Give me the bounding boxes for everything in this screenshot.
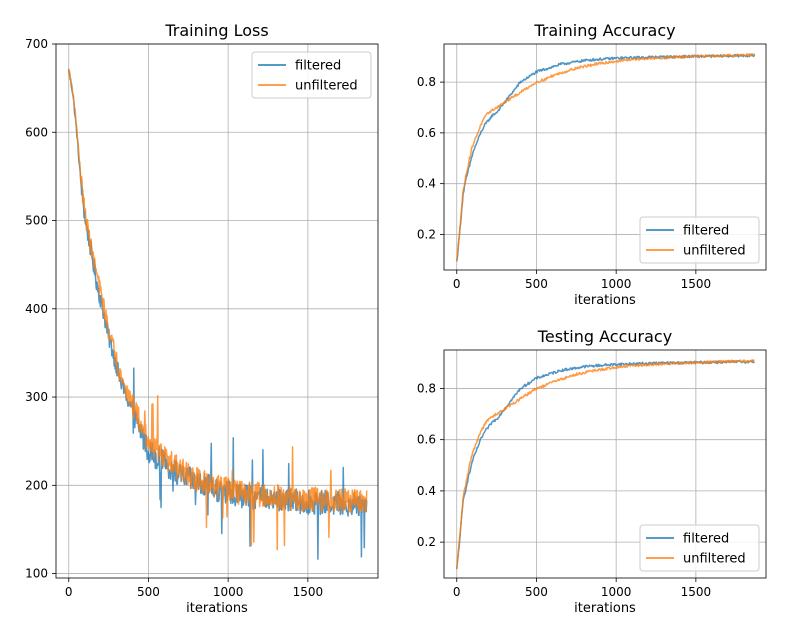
train-acc-ytick-label-1: 0.4 xyxy=(417,177,436,191)
loss-ytick-label-4: 500 xyxy=(25,214,48,228)
train-acc-chart: 0 500 1000 1500 0.2 0.4 0.6 0.8 Training Accurac… xyxy=(417,21,767,308)
train-acc-xtick-label-2: 1000 xyxy=(601,277,632,291)
train-acc-title: Training Accuracy xyxy=(533,21,675,40)
test-acc-xtick-label-1: 500 xyxy=(525,585,548,599)
test-acc-ytick-label-1: 0.4 xyxy=(417,484,436,498)
test-acc-frame xyxy=(443,349,767,579)
test-acc-xlabel: iterations xyxy=(574,601,636,616)
test-acc-legend-box xyxy=(639,524,760,572)
loss-xtick-label-3: 1500 xyxy=(293,585,324,599)
loss-ytick-label-1: 200 xyxy=(25,478,48,492)
loss-legend-label-unfiltered: unfiltered xyxy=(295,79,358,94)
loss-xlabel: iterations xyxy=(186,601,248,616)
train-acc-xtick-label-1: 500 xyxy=(525,277,548,291)
test-acc-legend: filtered unfiltered xyxy=(639,524,760,572)
loss-ytick-label-3: 400 xyxy=(25,302,48,316)
test-acc-line-unfiltered xyxy=(456,359,755,570)
loss-ytick-label-5: 600 xyxy=(25,125,48,139)
loss-xtick-label-2: 1000 xyxy=(213,585,244,599)
train-acc-legend-box xyxy=(639,216,760,264)
test-acc-xtick-label-3: 1500 xyxy=(681,585,712,599)
train-acc-ytick-label-2: 0.6 xyxy=(417,126,436,140)
train-acc-ytick-label-3: 0.8 xyxy=(417,75,436,89)
train-acc-legend-label-unfiltered: unfiltered xyxy=(683,244,746,259)
test-acc-xtick-label-0: 0 xyxy=(453,585,461,599)
train-acc-legend-label-filtered: filtered xyxy=(683,224,729,239)
test-acc-legend-label-unfiltered: unfiltered xyxy=(683,552,746,567)
loss-ytick-label-2: 300 xyxy=(25,390,48,404)
train-acc-xtick-label-3: 1500 xyxy=(681,277,712,291)
test-acc-xtick-label-2: 1000 xyxy=(601,585,632,599)
loss-line-unfiltered xyxy=(68,68,368,551)
test-acc-ytick-label-2: 0.6 xyxy=(417,433,436,447)
loss-chart: 0 500 1000 1500 100 200 300 400 500 600 700 Trainin… xyxy=(25,21,379,616)
train-acc-ytick-label-0: 0.2 xyxy=(417,227,436,241)
test-acc-ytick-label-0: 0.2 xyxy=(417,535,436,549)
loss-ytick-label-6: 700 xyxy=(25,37,48,51)
test-acc-title: Testing Accuracy xyxy=(537,327,672,346)
train-acc-legend: filtered unfiltered xyxy=(639,216,760,264)
loss-legend-label-filtered: filtered xyxy=(295,59,341,74)
train-acc-frame xyxy=(443,43,767,271)
train-acc-xlabel: iterations xyxy=(574,293,636,308)
test-acc-ytick-label-3: 0.8 xyxy=(417,381,436,395)
train-acc-line-unfiltered xyxy=(456,53,756,262)
test-acc-legend-label-filtered: filtered xyxy=(683,532,729,547)
train-acc-xtick-label-0: 0 xyxy=(453,277,461,291)
loss-xtick-label-1: 500 xyxy=(137,585,160,599)
loss-frame xyxy=(55,43,379,579)
loss-ytick-label-0: 100 xyxy=(25,567,48,581)
test-acc-chart: 0 500 1000 1500 0.2 0.4 0.6 0.8 Testing Accuracy… xyxy=(417,327,767,616)
loss-xtick-label-0: 0 xyxy=(65,585,73,599)
loss-legend-box xyxy=(251,51,372,99)
loss-title: Training Loss xyxy=(164,21,268,40)
loss-legend: filtered unfiltered xyxy=(251,51,372,99)
